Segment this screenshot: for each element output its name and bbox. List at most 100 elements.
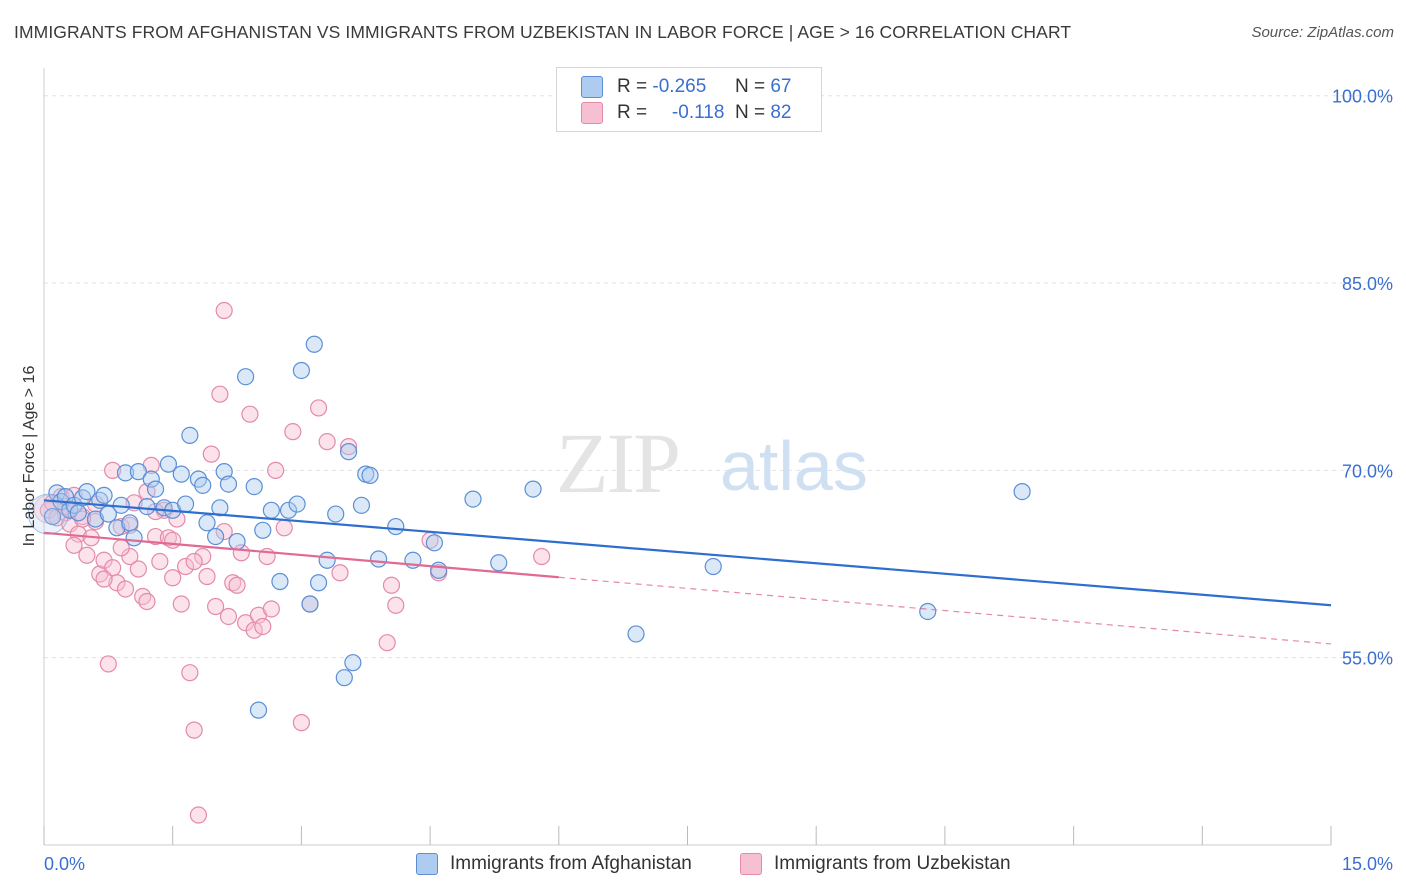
trend-line-uzbekistan	[43, 531, 559, 579]
data-point-afghanistan	[339, 443, 358, 461]
data-point-uzbekistan	[189, 806, 208, 824]
data-point-afghanistan	[43, 507, 62, 526]
data-point-uzbekistan	[262, 600, 280, 618]
legend-r-label: R =	[617, 102, 648, 123]
data-point-afghanistan	[344, 654, 362, 672]
data-point-uzbekistan	[99, 655, 117, 673]
data-point-uzbekistan	[533, 547, 551, 566]
legend-n-label: N =	[734, 102, 766, 123]
chart-title: IMMIGRANTS FROM AFGHANISTAN VS IMMIGRANT…	[14, 22, 1072, 42]
data-point-afghanistan	[176, 495, 195, 513]
data-point-uzbekistan	[211, 385, 229, 403]
data-point-uzbekistan	[339, 438, 358, 456]
data-point-afghanistan	[228, 532, 246, 551]
data-point-uzbekistan	[185, 552, 203, 571]
data-point-afghanistan	[361, 466, 379, 484]
data-point-afghanistan	[318, 551, 336, 569]
y-tick-label: 85.0%	[1342, 274, 1393, 294]
data-point-afghanistan	[464, 490, 482, 508]
data-point-afghanistan	[129, 463, 147, 481]
trend-lines	[43, 499, 1332, 645]
data-point-uzbekistan	[121, 547, 139, 566]
source-note: Source: ZipAtlas.com	[1251, 24, 1394, 41]
data-point-uzbekistan	[207, 597, 225, 616]
watermark: ZIP atlas	[556, 415, 868, 511]
data-point-uzbekistan	[104, 461, 122, 479]
data-point-uzbekistan	[164, 569, 182, 587]
data-point-afghanistan	[919, 602, 937, 621]
data-point-afghanistan	[86, 510, 105, 528]
data-point-afghanistan	[198, 514, 216, 532]
data-point-uzbekistan	[267, 461, 285, 479]
data-point-uzbekistan	[254, 617, 272, 636]
bottom-legend-swatch-uzbekistan	[740, 853, 762, 875]
bottom-legend-label-uzbekistan: Immigrants from Uzbekistan	[774, 853, 1011, 874]
data-point-afghanistan	[301, 595, 319, 613]
legend-swatch-uzbekistan	[581, 102, 603, 124]
x-tick-label: 0.0%	[44, 854, 85, 874]
bottom-legend-swatch-afghanistan	[416, 853, 438, 875]
trend-line-afghanistan	[43, 499, 1332, 607]
x-tick-label: 15.0%	[1342, 854, 1393, 874]
legend-r-label: R =	[617, 76, 648, 97]
data-point-uzbekistan	[78, 546, 96, 564]
legend-swatch-afghanistan	[581, 76, 603, 98]
data-point-uzbekistan	[219, 607, 238, 626]
bottom-legend-uzbekistan: Immigrants from Uzbekistan	[740, 851, 1011, 877]
data-point-uzbekistan	[241, 405, 259, 423]
data-point-uzbekistan	[387, 596, 405, 614]
data-point-uzbekistan	[138, 592, 156, 611]
legend-row-uzbekistan: R = -0.118 N = 82	[581, 101, 791, 125]
watermark-atlas: atlas	[720, 427, 868, 505]
data-point-afghanistan	[116, 464, 135, 482]
data-point-uzbekistan	[146, 502, 165, 521]
legend-n-value-uzbekistan: 82	[770, 102, 792, 123]
data-point-uzbekistan	[65, 536, 83, 554]
data-point-uzbekistan	[331, 564, 349, 582]
data-point-afghanistan	[430, 561, 448, 579]
data-point-uzbekistan	[164, 531, 182, 549]
data-point-afghanistan	[245, 478, 263, 496]
data-point-uzbekistan	[116, 580, 135, 598]
data-point-afghanistan	[142, 470, 160, 488]
data-point-uzbekistan	[275, 519, 293, 537]
data-point-uzbekistan	[146, 527, 165, 546]
y-tick-label: 70.0%	[1342, 461, 1393, 481]
data-point-uzbekistan	[151, 552, 169, 571]
data-point-afghanistan	[262, 501, 280, 519]
data-point-afghanistan	[1013, 482, 1031, 501]
y-axis-label: In Labor Force | Age > 16	[21, 366, 38, 547]
data-point-afghanistan	[78, 482, 96, 501]
grid-lines	[44, 95, 1392, 659]
legend-n-label: N =	[734, 76, 766, 97]
data-point-afghanistan	[335, 669, 353, 687]
data-point-uzbekistan	[318, 433, 336, 451]
data-point-afghanistan	[249, 701, 268, 719]
data-point-afghanistan	[121, 514, 139, 532]
data-point-afghanistan	[292, 361, 310, 380]
data-point-afghanistan	[219, 475, 238, 493]
data-point-uzbekistan	[202, 445, 220, 463]
data-point-uzbekistan	[95, 570, 113, 588]
legend-n-value-afghanistan: 67	[770, 76, 792, 97]
data-point-afghanistan	[69, 504, 87, 522]
data-point-afghanistan	[181, 426, 199, 444]
data-point-uzbekistan	[108, 574, 126, 592]
data-point-afghanistan	[490, 554, 508, 572]
data-point-afghanistan	[352, 496, 371, 514]
data-point-uzbekistan	[129, 560, 147, 578]
data-point-uzbekistan	[292, 714, 310, 732]
data-point-afghanistan	[194, 476, 212, 494]
data-point-afghanistan	[327, 505, 345, 523]
bottom-legend-label-afghanistan: Immigrants from Afghanistan	[450, 853, 692, 874]
correlation-legend: R = -0.265 N = 67 R = -0.118 N = 82	[556, 67, 822, 132]
data-point-afghanistan	[125, 529, 143, 547]
data-point-uzbekistan	[185, 721, 203, 739]
tick-labels: 55.0% 70.0% 85.0% 100.0% 0.0% 15.0%	[44, 87, 1393, 874]
data-point-afghanistan	[95, 486, 113, 504]
series-uzbekistan-points	[33, 301, 551, 824]
trend-line-uzbekistan-extrapolated	[558, 576, 1332, 645]
data-point-afghanistan	[108, 519, 126, 537]
data-point-uzbekistan	[215, 301, 233, 320]
